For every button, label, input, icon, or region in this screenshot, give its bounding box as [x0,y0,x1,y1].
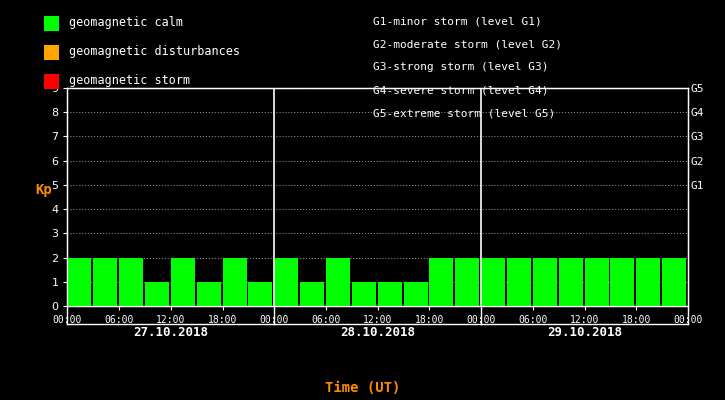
Bar [274,258,299,306]
Bar [610,258,634,306]
Bar [171,258,195,306]
Bar [533,258,557,306]
Text: geomagnetic storm: geomagnetic storm [69,74,190,87]
Text: G5-extreme storm (level G5): G5-extreme storm (level G5) [373,109,555,119]
Bar [352,282,376,306]
Bar [637,258,660,306]
Bar [559,258,583,306]
Bar [404,282,428,306]
Text: 29.10.2018: 29.10.2018 [547,326,622,339]
Bar [455,258,479,306]
Text: G4-severe storm (level G4): G4-severe storm (level G4) [373,86,549,96]
Text: G3-strong storm (level G3): G3-strong storm (level G3) [373,62,549,72]
Bar [481,258,505,306]
Text: geomagnetic calm: geomagnetic calm [69,16,183,29]
Text: G1-minor storm (level G1): G1-minor storm (level G1) [373,16,542,26]
Bar [378,282,402,306]
Bar [584,258,609,306]
Bar [429,258,454,306]
Bar [94,258,117,306]
Bar [119,258,144,306]
Y-axis label: Kp: Kp [36,183,52,197]
Text: 28.10.2018: 28.10.2018 [340,326,415,339]
Bar [300,282,324,306]
Bar [662,258,687,306]
Text: 27.10.2018: 27.10.2018 [133,326,208,339]
Text: Time (UT): Time (UT) [325,381,400,395]
Bar [67,258,91,306]
Text: G2-moderate storm (level G2): G2-moderate storm (level G2) [373,39,563,49]
Bar [223,258,246,306]
Bar [249,282,273,306]
Bar [145,282,169,306]
Text: geomagnetic disturbances: geomagnetic disturbances [69,45,240,58]
Bar [326,258,350,306]
Bar [507,258,531,306]
Bar [196,282,221,306]
